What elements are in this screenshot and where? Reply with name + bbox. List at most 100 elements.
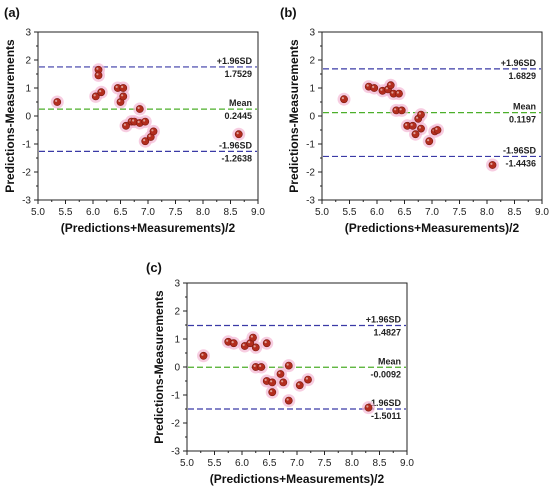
mean-value: 0.1197 — [509, 115, 536, 125]
upper-value: 1.4827 — [373, 327, 401, 337]
data-point-highlight — [253, 345, 256, 348]
x-tick-label: 5.0 — [315, 207, 329, 218]
x-tick-label: 5.0 — [31, 207, 45, 218]
data-point — [135, 105, 144, 113]
x-tick-label: 6.0 — [235, 458, 249, 469]
data-point-highlight — [396, 91, 399, 94]
data-point-highlight — [366, 84, 369, 87]
y-tick-label: -3 — [171, 447, 180, 458]
x-tick-label: 9.0 — [535, 207, 549, 218]
data-point-highlight — [418, 126, 421, 129]
lower-value: -1.5011 — [371, 411, 401, 421]
data-point — [149, 127, 158, 136]
data-point-highlight — [427, 139, 430, 142]
x-tick-label: 6.5 — [114, 207, 128, 218]
x-tick-label: 9.0 — [251, 207, 265, 218]
x-tick-label: 8.0 — [196, 207, 210, 218]
x-tick-label: 7.0 — [290, 458, 304, 469]
data-point — [417, 124, 425, 133]
y-tick-label: -2 — [171, 419, 180, 430]
panel-label: (b) — [280, 5, 297, 20]
data-point-highlight — [385, 87, 388, 90]
data-point-highlight — [121, 85, 124, 88]
upper-value: 1.6829 — [508, 71, 536, 81]
data-point-highlight — [123, 123, 126, 126]
data-point — [411, 130, 420, 139]
y-tick-label: -3 — [22, 196, 31, 207]
data-point-highlight — [248, 341, 251, 344]
lower-value: -1.2638 — [221, 153, 252, 163]
y-axis-title: Predictions-Measurements — [3, 39, 17, 193]
x-tick-label: 8.5 — [224, 207, 238, 218]
x-tick-label: 6.5 — [263, 458, 277, 469]
y-tick-label: 1 — [174, 335, 180, 346]
mean-label: Mean — [229, 98, 252, 108]
data-point-highlight — [137, 106, 140, 109]
data-point — [295, 381, 304, 390]
x-tick-label: 5.5 — [343, 207, 357, 218]
x-tick-label: 5.5 — [208, 458, 222, 469]
data-point — [395, 89, 403, 98]
data-point — [229, 339, 238, 348]
data-point-highlight — [410, 123, 413, 126]
data-point — [279, 378, 288, 387]
data-point-highlight — [137, 120, 140, 123]
lower-value: -1.4436 — [505, 158, 536, 168]
data-point — [97, 88, 106, 97]
data-point-highlight — [278, 371, 281, 374]
y-tick-label: 0 — [174, 363, 180, 374]
chart-panel-c: (c) 5.0 5.5 6.0 6.5 7.0 7.5 8.0 8.5 9.0 -3 -2 -1 0 1 2 3… — [146, 260, 414, 486]
y-tick-label: 3 — [309, 28, 315, 39]
y-tick-label: 3 — [174, 279, 180, 290]
data-point — [386, 81, 395, 90]
lower-label: -1.96SD — [219, 140, 253, 150]
mean-label: Mean — [378, 356, 401, 366]
x-tick-label: 7.0 — [425, 207, 439, 218]
data-point — [433, 126, 442, 134]
x-tick-label: 6.0 — [370, 207, 384, 218]
lower-label: -1.96SD — [503, 145, 537, 155]
data-point — [340, 95, 348, 104]
data-point-highlight — [99, 90, 102, 93]
data-point-highlight — [115, 85, 118, 88]
x-tick-label: 8.0 — [480, 207, 494, 218]
data-point-highlight — [264, 341, 267, 344]
data-point-highlight — [259, 364, 262, 367]
data-point — [268, 388, 277, 397]
point-halos — [337, 78, 499, 172]
x-tick-label: 6.0 — [86, 207, 100, 218]
chart-panel-a: (a) 5.0 5.5 6.0 6.5 7.0 7.5 8.0 8.5 9.0 -3 -2 -1 0 1 2 3… — [3, 5, 265, 235]
data-point-highlight — [264, 378, 267, 381]
data-point-highlight — [96, 67, 99, 70]
data-point — [488, 161, 497, 169]
x-tick-label: 6.5 — [398, 207, 412, 218]
data-point-highlight — [297, 383, 300, 386]
y-tick-label: 2 — [25, 56, 31, 67]
data-point-highlight — [121, 94, 124, 97]
upper-value: 1.7529 — [224, 69, 252, 79]
mean-value: -0.0092 — [370, 369, 401, 379]
data-point-highlight — [286, 363, 289, 366]
data-point-highlight — [399, 108, 402, 111]
data-point — [119, 84, 128, 92]
x-tick-label: 5.0 — [180, 458, 194, 469]
x-tick-label: 8.5 — [373, 458, 387, 469]
x-tick-label: 8.5 — [508, 207, 522, 218]
data-point — [364, 403, 373, 412]
data-point-highlight — [143, 139, 146, 142]
data-point-highlight — [250, 335, 253, 338]
data-point-highlight — [242, 343, 245, 346]
data-point — [257, 363, 266, 371]
x-tick-label: 7.0 — [141, 207, 155, 218]
y-tick-label: -1 — [22, 140, 31, 151]
data-point-highlight — [253, 364, 256, 367]
upper-label: +1.96SD — [366, 314, 402, 324]
data-point-highlight — [394, 108, 397, 111]
data-point-highlight — [305, 377, 308, 380]
lower-label: -1.96SD — [368, 398, 402, 408]
data-point — [284, 396, 293, 405]
mean-label: Mean — [513, 102, 536, 112]
data-point-highlight — [380, 88, 383, 91]
x-tick-label: 9.0 — [400, 458, 414, 469]
data-point — [268, 378, 277, 387]
